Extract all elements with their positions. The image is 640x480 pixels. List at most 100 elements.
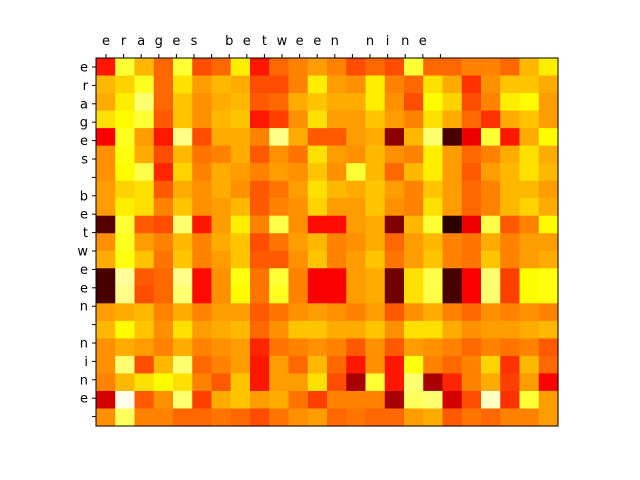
heatmap-cell (307, 408, 328, 427)
heatmap-cell (346, 110, 367, 129)
heatmap-cell (307, 285, 328, 304)
heatmap-cell (384, 320, 405, 339)
heatmap-cell (192, 198, 213, 217)
heatmap-cell (404, 145, 424, 164)
heatmap-cell (115, 373, 136, 392)
heatmap-cell (288, 268, 309, 287)
heatmap-cell (346, 163, 367, 182)
heatmap-cell (423, 163, 444, 182)
heatmap-cell (327, 180, 347, 199)
heatmap-cell (404, 303, 424, 322)
heatmap-cell (96, 145, 116, 164)
heatmap-cell (307, 303, 328, 322)
heatmap-cell (461, 268, 482, 287)
heatmap-cell (134, 250, 155, 269)
heatmap-cell (173, 128, 193, 147)
heatmap-cell (365, 355, 386, 375)
heatmap-cell (365, 180, 386, 199)
y-tick-label: e (80, 61, 88, 76)
heatmap-cell (442, 373, 463, 392)
heatmap-cell (307, 128, 328, 147)
heatmap-cell (461, 285, 482, 304)
x-tick-label: s (191, 34, 198, 49)
heatmap-cell (538, 145, 559, 164)
heatmap-cell (423, 303, 444, 322)
heatmap-cell (288, 215, 309, 234)
heatmap-cell (211, 268, 232, 287)
heatmap-cell (192, 93, 213, 112)
heatmap-cell (519, 355, 540, 375)
heatmap-cell (519, 268, 540, 287)
heatmap-cell (250, 408, 270, 427)
heatmap-cell (365, 75, 386, 94)
heatmap-cell (404, 408, 424, 427)
heatmap-cell (230, 268, 251, 287)
heatmap-cell (423, 93, 444, 112)
heatmap-cell (384, 180, 405, 199)
heatmap-cell (538, 373, 559, 392)
heatmap-cell (250, 163, 270, 182)
heatmap-cell (173, 408, 193, 427)
heatmap-cell (211, 110, 232, 129)
heatmap-cell (192, 163, 213, 182)
heatmap-cell (307, 180, 328, 199)
heatmap-cell (192, 303, 213, 322)
heatmap-cell (211, 215, 232, 234)
heatmap-cell (307, 75, 328, 94)
heatmap-cell (384, 285, 405, 304)
heatmap-cell (423, 408, 444, 427)
heatmap-cell (250, 303, 270, 322)
x-tick-label: n (366, 34, 374, 49)
heatmap-cell (384, 338, 405, 357)
heatmap-cell (365, 373, 386, 392)
heatmap-cells (96, 58, 559, 427)
heatmap-cell (519, 373, 540, 392)
heatmap-cell (269, 198, 290, 217)
heatmap-cell (153, 58, 174, 77)
heatmap-cell (519, 58, 540, 77)
heatmap-cell (211, 93, 232, 112)
heatmap-cell (365, 110, 386, 129)
heatmap-cell (288, 373, 309, 392)
heatmap-cell (365, 250, 386, 269)
heatmap-cell (211, 233, 232, 252)
heatmap-cell (115, 145, 136, 164)
heatmap-cell (461, 338, 482, 357)
heatmap-cell (173, 215, 193, 234)
heatmap-cell (269, 268, 290, 287)
heatmap-cell (307, 198, 328, 217)
heatmap-cell (461, 110, 482, 129)
heatmap-cell (327, 233, 347, 252)
heatmap-cell (384, 268, 405, 287)
heatmap-cell (481, 390, 501, 410)
heatmap-cell (384, 250, 405, 269)
heatmap-cell (500, 233, 521, 252)
heatmap-cell (327, 75, 347, 94)
heatmap-cell (404, 110, 424, 129)
heatmap-cell (288, 58, 309, 77)
heatmap-cell (115, 285, 136, 304)
heatmap-cell (500, 355, 521, 375)
heatmap-cell (346, 198, 367, 217)
heatmap-cell (461, 303, 482, 322)
heatmap-cell (500, 268, 521, 287)
heatmap-cell (230, 128, 251, 147)
heatmap-cell (173, 320, 193, 339)
heatmap-cell (442, 268, 463, 287)
y-tick-label: r (83, 79, 89, 94)
heatmap-cell (211, 303, 232, 322)
heatmap-cell (327, 58, 347, 77)
heatmap-cell (230, 198, 251, 217)
heatmap-cell (327, 303, 347, 322)
heatmap-cell (384, 215, 405, 234)
heatmap-cell (115, 408, 136, 427)
heatmap-cell (230, 163, 251, 182)
heatmap-cell (211, 355, 232, 375)
heatmap-cell (288, 338, 309, 357)
heatmap-cell (230, 320, 251, 339)
heatmap-cell (538, 110, 559, 129)
heatmap-cell (134, 355, 155, 375)
heatmap-cell (404, 93, 424, 112)
heatmap-cell (230, 250, 251, 269)
heatmap-cell (500, 338, 521, 357)
